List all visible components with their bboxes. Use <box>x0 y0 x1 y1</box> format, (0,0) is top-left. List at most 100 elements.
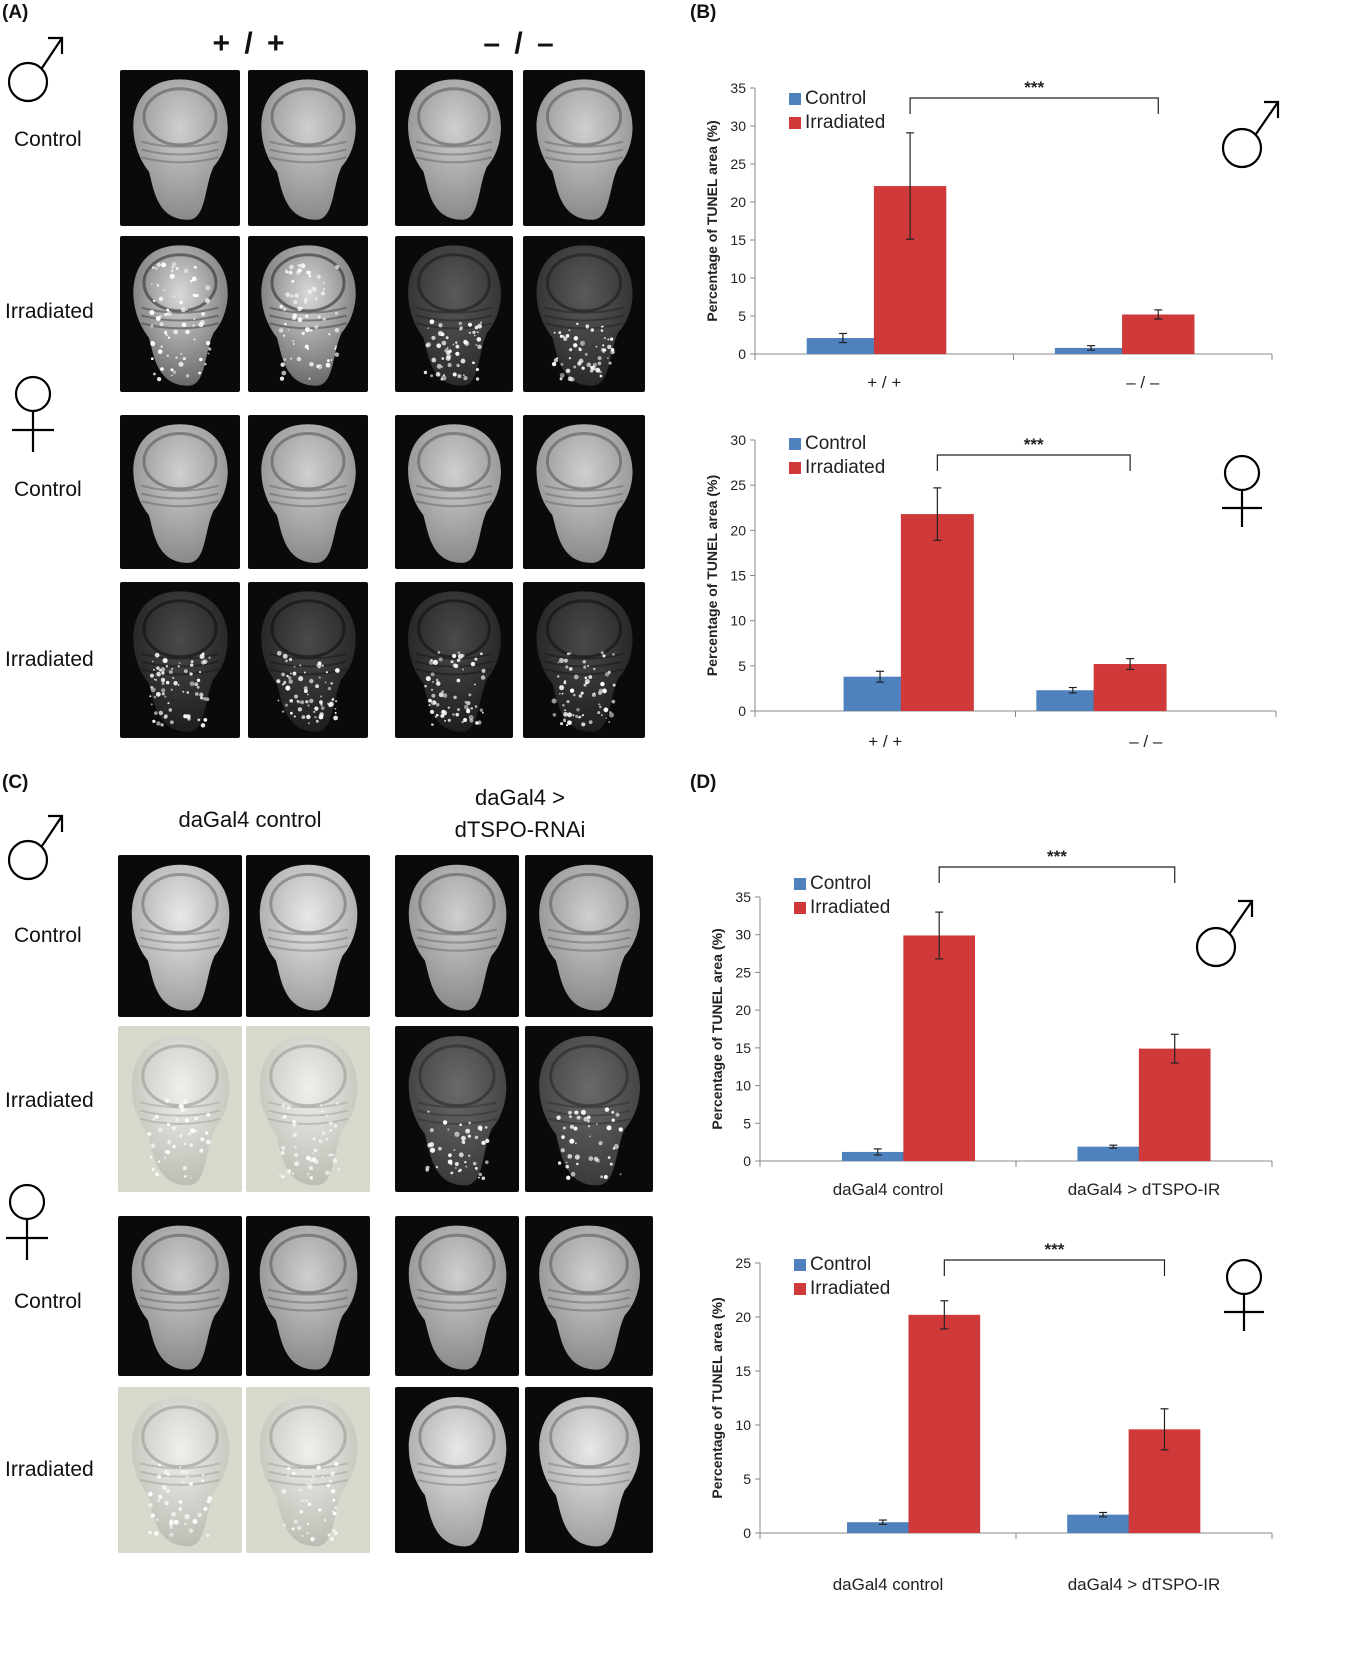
micrograph-image <box>525 1026 653 1192</box>
micrograph-image <box>395 1387 519 1553</box>
y-tick-label: 5 <box>743 1471 751 1487</box>
category-label: + / + <box>868 732 902 751</box>
y-axis-label: Percentage of TUNEL area (%) <box>709 1297 725 1498</box>
y-axis-label: Percentage of TUNEL area (%) <box>709 928 725 1129</box>
legend-swatch-control <box>794 1259 806 1271</box>
legend-label-irradiated: Irradiated <box>810 1278 890 1299</box>
male-symbol-icon <box>1195 899 1254 968</box>
legend-label-irradiated: Irradiated <box>810 897 890 918</box>
micrograph-image <box>523 415 645 569</box>
micrograph-image <box>120 582 240 738</box>
bar-irradiated <box>903 935 976 1161</box>
micrograph-image <box>118 1026 242 1192</box>
micrograph-image <box>246 1216 370 1376</box>
symbol-circle <box>1221 127 1263 169</box>
y-axis-label: Percentage of TUNEL area (%) <box>704 120 720 321</box>
legend-label-control: Control <box>810 873 871 894</box>
bar-irradiated <box>1122 314 1195 354</box>
symbol-arrowhead <box>1264 100 1280 118</box>
y-tick-label: 15 <box>730 232 746 248</box>
y-tick-label: 20 <box>730 522 746 538</box>
y-tick-label: 30 <box>730 118 746 134</box>
symbol-arrowhead <box>1238 899 1254 917</box>
micrograph-image <box>395 70 513 226</box>
legend-swatch-control <box>794 878 806 890</box>
category-label: daGal4 control <box>833 1180 944 1199</box>
micrograph-image <box>395 1216 519 1376</box>
y-tick-label: 30 <box>730 432 746 448</box>
micrograph-image <box>120 70 240 226</box>
legend-label-irradiated: Irradiated <box>805 457 885 478</box>
bar-control <box>1067 1514 1139 1533</box>
row-label-irradiated: Irradiated <box>5 648 94 671</box>
micrograph-image <box>395 415 513 569</box>
y-tick-label: 20 <box>730 194 746 210</box>
y-tick-label: 35 <box>735 889 751 905</box>
legend-label-control: Control <box>805 433 866 454</box>
category-label: – / – <box>1129 732 1163 751</box>
row-label-control: Control <box>14 924 82 947</box>
category-label: daGal4 control <box>833 1575 944 1594</box>
micrograph-image <box>246 1387 370 1553</box>
column-header-mutant: – / – <box>483 27 557 60</box>
male-symbol-icon <box>7 36 64 103</box>
y-tick-label: 5 <box>743 1115 751 1131</box>
legend-swatch-irradiated <box>789 462 801 474</box>
male-symbol-icon <box>1221 100 1280 169</box>
micrograph-image <box>248 582 368 738</box>
micrograph-image <box>246 855 370 1017</box>
micrograph-image <box>120 415 240 569</box>
column-header-wild-type: + / + <box>212 27 288 60</box>
micrograph-image <box>120 236 240 392</box>
column-header-dagal4-control: daGal4 control <box>178 807 322 832</box>
y-tick-label: 0 <box>738 346 746 362</box>
significance-bracket <box>943 1259 1166 1276</box>
panel-label-d: (D) <box>690 772 717 793</box>
micrograph-image <box>118 855 242 1017</box>
legend-swatch-irradiated <box>794 902 806 914</box>
micrograph-image <box>248 236 368 392</box>
symbol-arrow <box>1229 900 1253 934</box>
column-header-dagal4-rnai-line2: dTSPO-RNAi <box>454 817 586 842</box>
y-tick-label: 20 <box>735 1309 751 1325</box>
y-tick-label: 30 <box>735 927 751 943</box>
symbol-circle <box>1225 1258 1263 1296</box>
y-tick-label: 15 <box>735 1040 751 1056</box>
bar-irradiated <box>908 1314 981 1533</box>
chart-b-female: 0 5 10 15 20 25 30 Percentage of TUNEL area (%)… <box>704 432 1277 751</box>
micrograph-image <box>118 1216 242 1376</box>
micrograph-image <box>525 855 653 1017</box>
bar-irradiated <box>900 514 974 711</box>
micrograph-image <box>395 582 513 738</box>
y-tick-label: 0 <box>738 703 746 719</box>
female-symbol-icon <box>6 1183 48 1260</box>
category-label: – / – <box>1126 373 1160 392</box>
row-label-control: Control <box>14 1290 82 1313</box>
panel-label-b: (B) <box>690 2 717 23</box>
y-tick-label: 15 <box>730 568 746 584</box>
legend-label-irradiated: Irradiated <box>805 112 885 133</box>
micrograph-image <box>246 1026 370 1192</box>
micrograph-image <box>525 1387 653 1553</box>
female-symbol-icon <box>1224 1258 1264 1331</box>
y-tick-label: 10 <box>735 1417 751 1433</box>
micrograph-image <box>248 70 368 226</box>
legend-label-control: Control <box>805 88 866 109</box>
bar-control <box>1054 347 1128 354</box>
female-symbol-icon <box>1222 454 1262 527</box>
y-tick-label: 10 <box>735 1078 751 1094</box>
category-label: daGal4 > dTSPO-IR <box>1068 1180 1221 1199</box>
y-tick-label: 20 <box>735 1002 751 1018</box>
symbol-arrow <box>1255 101 1279 135</box>
symbol-circle <box>1195 926 1237 968</box>
significance-label: *** <box>1047 847 1067 866</box>
bar-control <box>806 338 880 354</box>
category-label: + / + <box>867 373 901 392</box>
significance-label: *** <box>1024 78 1044 97</box>
micrograph-image <box>395 1026 519 1192</box>
male-symbol-icon <box>7 814 64 881</box>
significance-label: *** <box>1044 1240 1064 1259</box>
legend-swatch-control <box>789 93 801 105</box>
row-label-irradiated: Irradiated <box>5 1458 94 1481</box>
row-label-control: Control <box>14 478 82 501</box>
